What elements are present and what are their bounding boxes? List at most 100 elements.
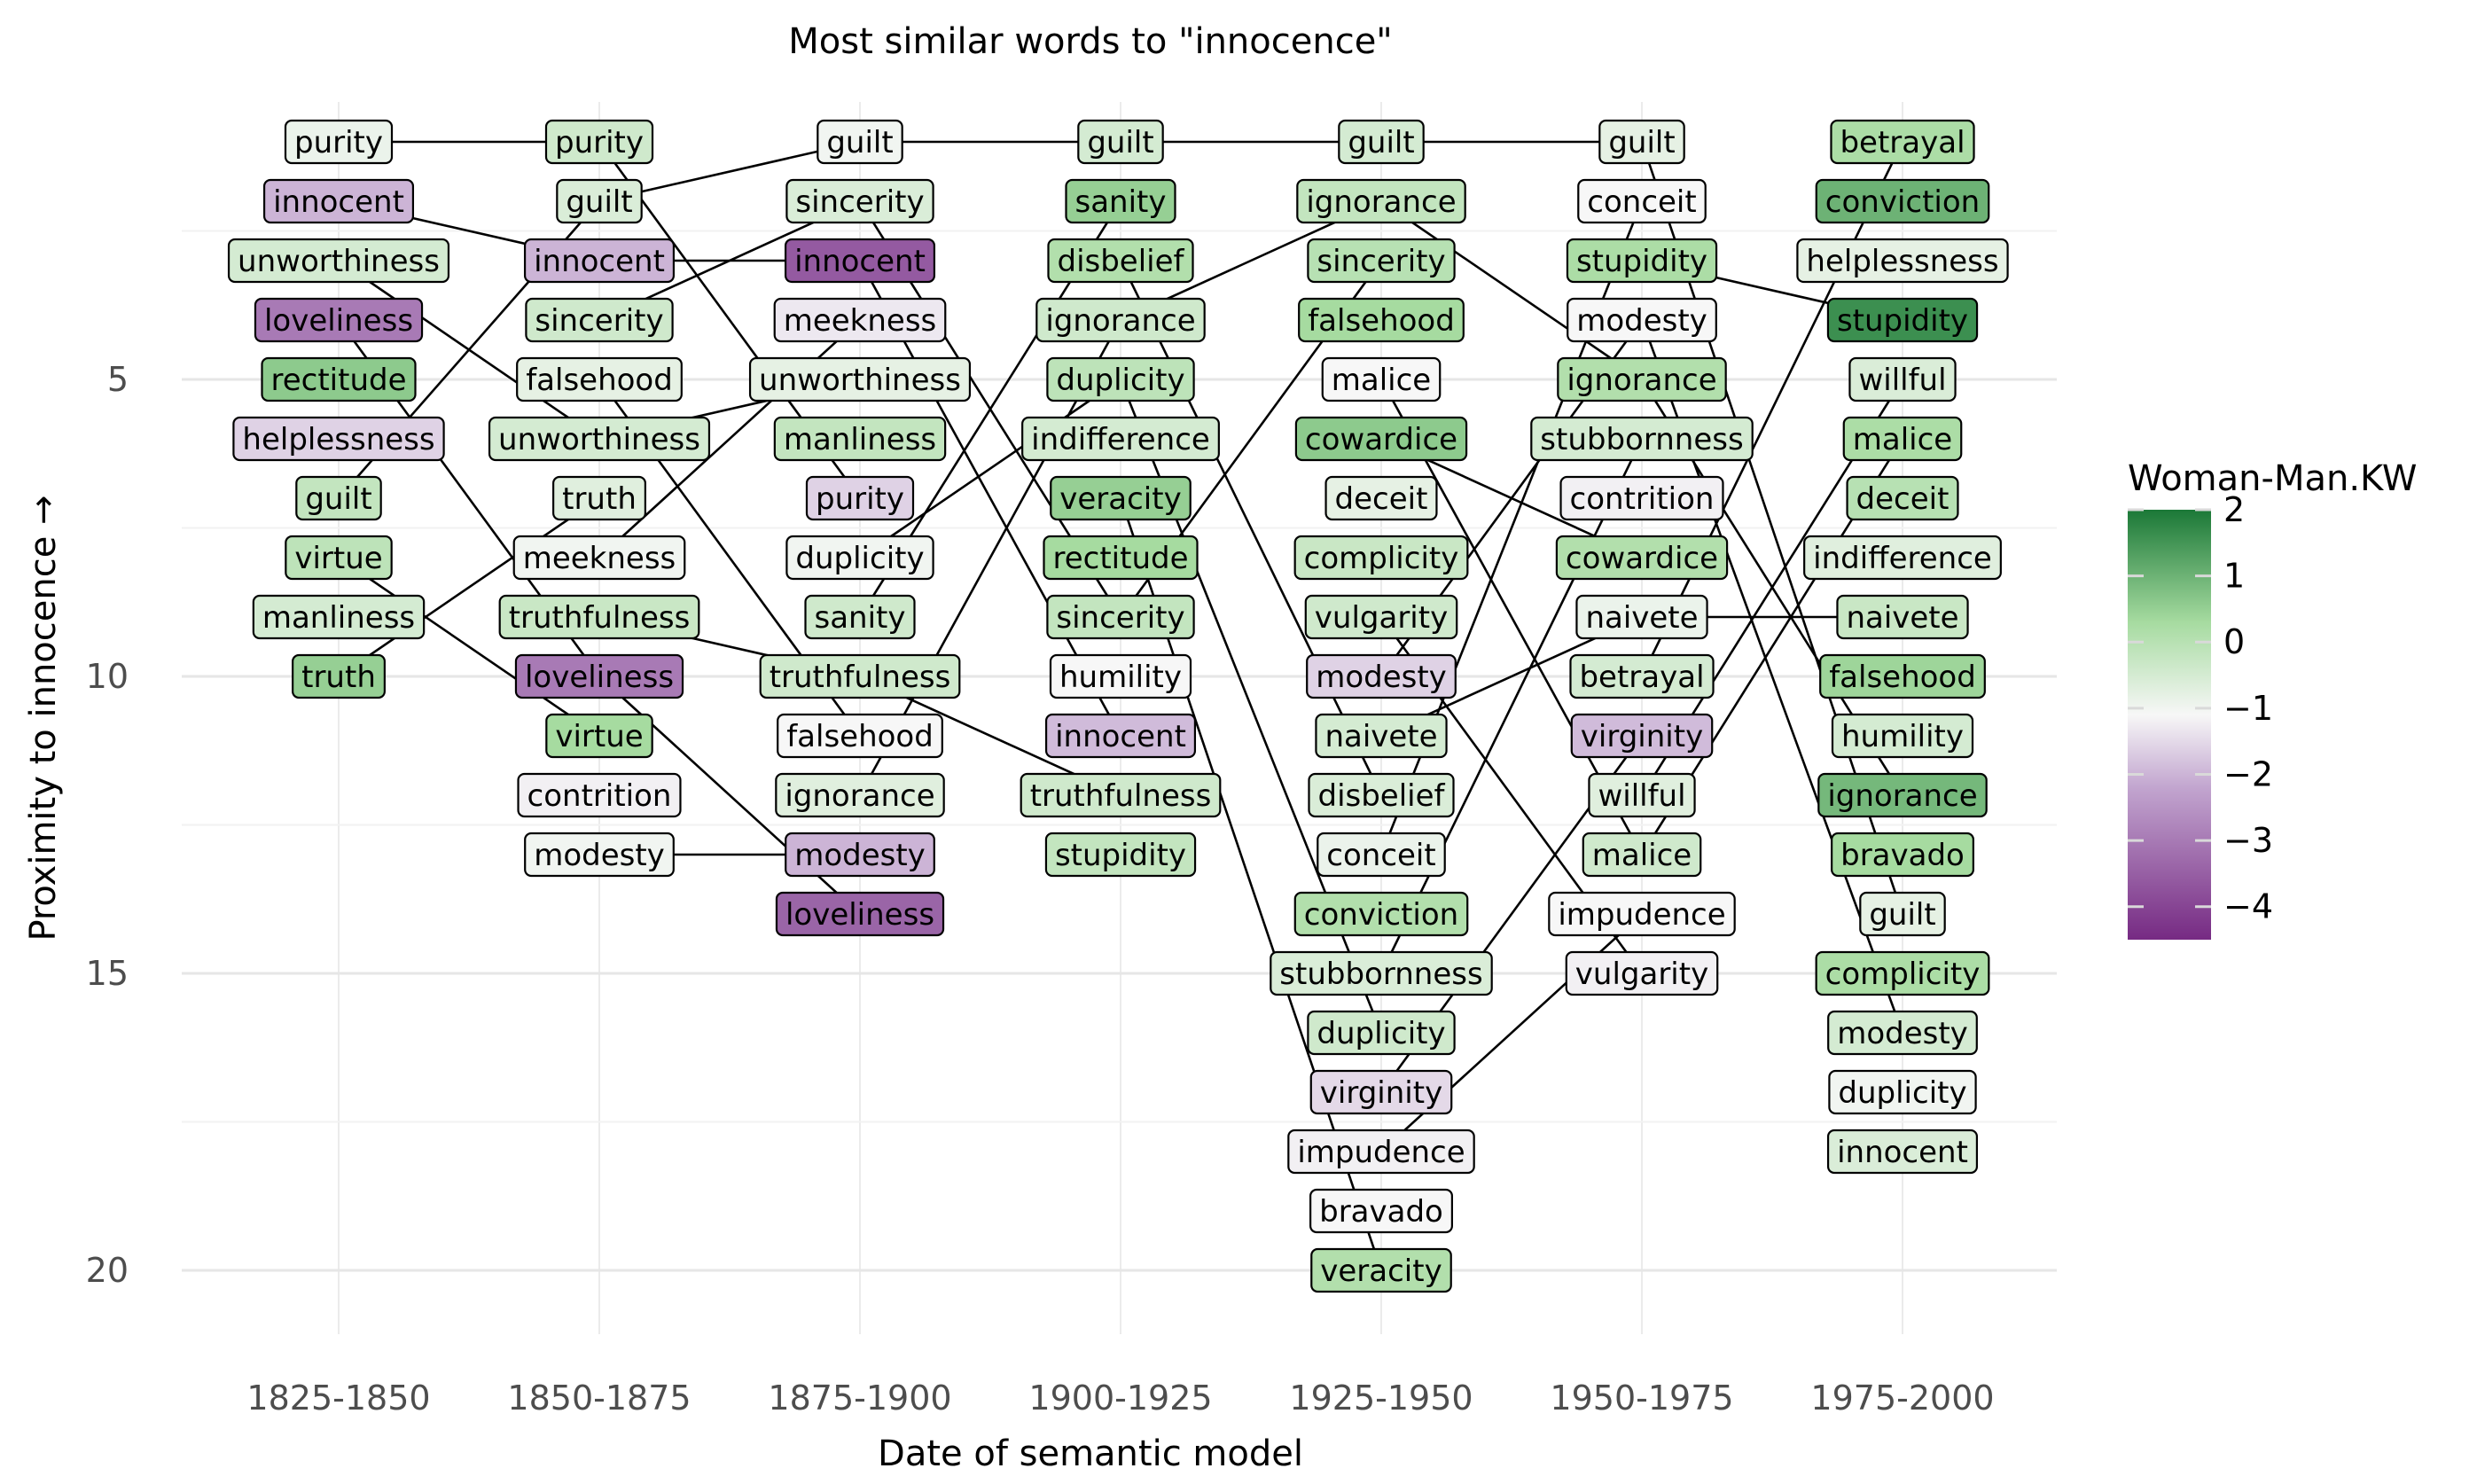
legend-ticks: 2 1 0 −1 −2 −3 −4	[2128, 490, 2273, 926]
word-label-box	[1831, 713, 1974, 759]
word-label-box	[1307, 238, 1456, 284]
word-labels: purity innocent unworthiness loveliness rect…	[227, 119, 2009, 1293]
word-label-box	[817, 119, 903, 165]
word-label-text: falsehood	[786, 719, 934, 754]
word-label-text: truth	[562, 481, 637, 517]
word-label: guilt	[1077, 119, 1164, 165]
word-label: innocent	[1826, 1129, 1979, 1175]
word-label-box	[1530, 416, 1754, 462]
legend-colorbar	[2128, 510, 2211, 940]
word-label: sanity	[1065, 178, 1176, 224]
word-label-text: modesty	[794, 838, 926, 873]
word-label-text: vulgarity	[1315, 600, 1448, 636]
word-label: unworthiness	[488, 416, 711, 462]
word-label-text: ignorance	[785, 778, 934, 814]
word-label-text: helplessness	[242, 422, 434, 457]
word-label-box	[512, 535, 686, 581]
word-label-text: betrayal	[1579, 660, 1704, 695]
word-label-box	[261, 356, 417, 402]
word-label-text: vulgarity	[1575, 957, 1708, 992]
word-label: falsehood	[1298, 297, 1465, 343]
y-axis-ticks: 5 10 15 20	[86, 360, 129, 1290]
word-label-text: rectitude	[1053, 541, 1189, 576]
word-label: bravado	[1309, 1188, 1453, 1234]
word-label-text: stubbornness	[1540, 422, 1743, 457]
word-label: guilt	[1859, 891, 1946, 937]
word-label-box	[785, 178, 934, 224]
word-label-text: falsehood	[526, 363, 673, 398]
word-label-text: stupidity	[1055, 838, 1186, 873]
word-label: duplicity	[1828, 1069, 1977, 1115]
word-label: helplessness	[232, 416, 445, 462]
word-label-text: purity	[294, 125, 383, 160]
word-label-box	[292, 653, 386, 699]
word-label-box	[1827, 1010, 1978, 1056]
word-label-text: impudence	[1297, 1135, 1465, 1170]
word-label: naivete	[1575, 594, 1708, 640]
word-label-text: cowardice	[1566, 541, 1718, 576]
word-label-text: guilt	[1348, 125, 1414, 160]
word-label: falsehood	[777, 713, 943, 759]
word-label-text: duplicity	[795, 541, 924, 576]
word-label-box	[544, 119, 654, 165]
word-label: guilt	[817, 119, 903, 165]
x-tick-label: 1825-1850	[246, 1379, 430, 1418]
word-label-text: naivete	[1585, 600, 1698, 636]
word-label: veracity	[1050, 475, 1192, 521]
word-label: stubbornness	[1530, 416, 1754, 462]
word-label-text: modesty	[1576, 303, 1707, 339]
word-label-text: unworthiness	[498, 422, 700, 457]
word-label-box	[777, 713, 943, 759]
word-label-box	[1846, 475, 1959, 521]
word-label-box	[1035, 297, 1206, 343]
word-label: purity	[544, 119, 654, 165]
word-label: rectitude	[1043, 535, 1199, 581]
word-label: sincerity	[785, 178, 934, 224]
word-label-box	[1304, 594, 1458, 640]
word-label-text: modesty	[1316, 660, 1447, 695]
word-label-box	[1566, 238, 1718, 284]
word-label-box	[1049, 653, 1192, 699]
word-label-box	[252, 594, 426, 640]
word-label-text: bravado	[1319, 1194, 1443, 1230]
word-label: truthfulness	[498, 594, 700, 640]
word-label: naivete	[1836, 594, 1969, 640]
word-label-text: guilt	[566, 184, 632, 220]
word-label: modesty	[524, 832, 675, 878]
word-label-text: ignorance	[1567, 363, 1716, 398]
word-label-box	[785, 832, 935, 878]
x-tick-label: 1950-1975	[1550, 1379, 1733, 1418]
word-label-text: ignorance	[1306, 184, 1456, 220]
word-label-box	[1819, 653, 1986, 699]
word-label: meekness	[773, 297, 947, 343]
word-label: truthfulness	[759, 653, 961, 699]
word-label: conviction	[1293, 891, 1469, 937]
word-label-box	[1815, 950, 1990, 996]
word-label: ignorance	[1817, 772, 1988, 818]
legend-tick-label: −1	[2223, 689, 2273, 728]
word-label-box	[254, 297, 424, 343]
word-label: guilt	[1598, 119, 1685, 165]
word-label-text: complicity	[1825, 957, 1981, 992]
word-label-box	[1338, 119, 1425, 165]
word-label: malice	[1321, 356, 1442, 402]
word-label: sanity	[804, 594, 916, 640]
y-tick-label: 10	[86, 657, 129, 696]
word-label: ignorance	[1557, 356, 1727, 402]
word-label-box	[1569, 653, 1715, 699]
word-label: indifference	[1021, 416, 1220, 462]
word-label-box	[524, 832, 675, 878]
word-label-box	[773, 297, 947, 343]
word-label: conviction	[1815, 178, 1990, 224]
word-label-text: impudence	[1558, 897, 1725, 933]
word-label-text: stubbornness	[1279, 957, 1482, 992]
word-label-box	[556, 178, 643, 224]
word-label-text: guilt	[1608, 125, 1675, 160]
word-label-text: disbelief	[1057, 244, 1184, 279]
word-label-box	[1306, 653, 1457, 699]
word-label: loveliness	[775, 891, 945, 937]
connector-line	[598, 140, 861, 203]
word-label-text: innocent	[794, 244, 926, 279]
word-label-box	[775, 891, 945, 937]
word-label: vulgarity	[1304, 594, 1458, 640]
